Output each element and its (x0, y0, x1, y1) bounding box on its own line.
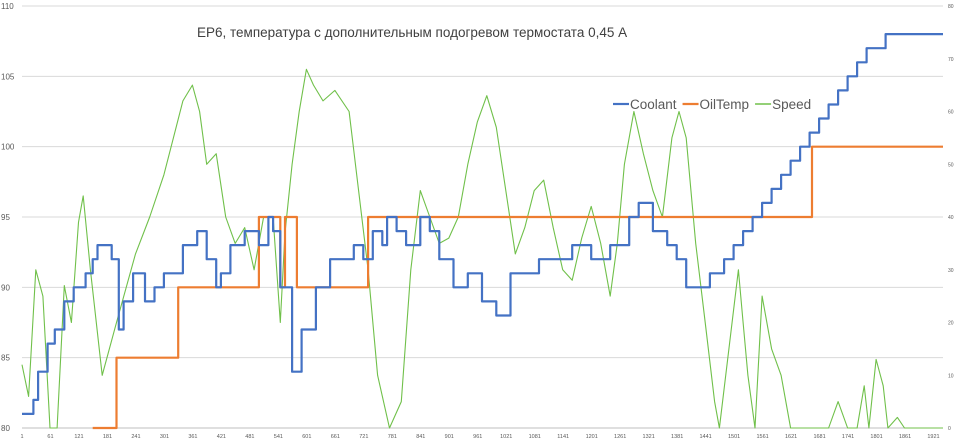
series-line-coolant (22, 33, 943, 415)
y-right-tick-label: 60 (948, 110, 954, 116)
legend-label-oiltemp: OilTemp (700, 97, 750, 112)
x-tick-label: 1381 (671, 434, 683, 440)
x-tick-label: 481 (245, 434, 254, 440)
y-left-tick-label: 80 (1, 424, 10, 433)
x-tick-label: 1561 (756, 434, 768, 440)
x-tick-label: 421 (217, 434, 226, 440)
y-left-tick-label: 90 (1, 283, 10, 292)
x-tick-label: 661 (331, 434, 340, 440)
legend-label-speed: Speed (772, 97, 811, 112)
x-tick-label: 841 (416, 434, 425, 440)
chart-title: EP6, температура с дополнительным подогр… (197, 25, 627, 40)
y-left-tick-label: 85 (1, 354, 10, 363)
x-tick-label: 1921 (927, 434, 939, 440)
x-tick-label: 1801 (870, 434, 882, 440)
y-left-tick-label: 100 (1, 143, 15, 152)
y-right-tick-label: 0 (948, 426, 951, 432)
x-tick-label: 601 (302, 434, 311, 440)
y-right-tick-label: 20 (948, 321, 954, 327)
x-tick-label: 301 (160, 434, 169, 440)
x-tick-label: 121 (74, 434, 83, 440)
x-tick-label: 961 (473, 434, 482, 440)
x-tick-label: 1741 (842, 434, 854, 440)
x-tick-label: 1501 (728, 434, 740, 440)
y-right-tick-label: 70 (948, 57, 954, 63)
x-tick-label: 1261 (614, 434, 626, 440)
y-right-tick-label: 50 (948, 162, 954, 168)
y-left-tick-label: 110 (1, 2, 14, 11)
x-tick-label: 1681 (813, 434, 825, 440)
x-tick-label: 1021 (500, 434, 512, 440)
y-right-tick-label: 30 (948, 268, 954, 274)
x-tick-label: 1081 (529, 434, 541, 440)
x-tick-label: 241 (131, 434, 140, 440)
y-left-tick-label: 105 (1, 72, 15, 81)
y-right-tick-label: 10 (948, 373, 954, 379)
series-layer (21, 33, 943, 430)
x-tick-label: 1 (20, 434, 23, 440)
x-tick-label: 1861 (899, 434, 911, 440)
x-tick-label: 181 (103, 434, 112, 440)
x-tick-label: 1441 (700, 434, 712, 440)
x-tick-label: 781 (388, 434, 397, 440)
x-tick-label: 541 (274, 434, 283, 440)
legend: Coolant OilTemp Speed (613, 97, 811, 112)
y-left-tick-label: 95 (1, 213, 10, 222)
x-tick-label: 1141 (557, 434, 569, 440)
legend-label-coolant: Coolant (630, 97, 677, 112)
x-tick-label: 361 (188, 434, 197, 440)
x-tick-label: 61 (47, 434, 53, 440)
x-axis-ticks: 1 61 121 181 241 301 361 421 481 541 601 661 721 781 8… (20, 434, 939, 440)
x-tick-label: 1621 (785, 434, 797, 440)
x-tick-label: 721 (359, 434, 368, 440)
y-right-tick-label: 40 (948, 215, 954, 221)
x-tick-label: 1321 (643, 434, 655, 440)
series-line-speed (21, 68, 943, 429)
right-axis-ticks: 0 10 20 30 40 50 60 70 80 (948, 4, 954, 432)
x-tick-label: 901 (445, 434, 454, 440)
x-tick-label: 1201 (586, 434, 598, 440)
left-axis-ticks: 80 85 90 95 100 105 110 (1, 2, 15, 433)
y-right-tick-label: 80 (948, 4, 954, 10)
